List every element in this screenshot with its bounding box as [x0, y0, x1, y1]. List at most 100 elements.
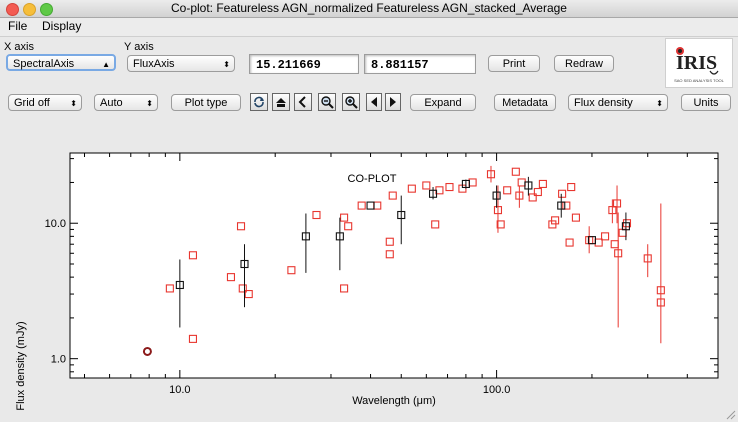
pan-right-button[interactable]: [385, 93, 401, 111]
iris-logo: IRIS SAO SED ANALYSIS TOOL: [665, 38, 733, 88]
data-point: [357, 201, 366, 210]
pan-right-icon: [390, 97, 396, 107]
coplot-chart[interactable]: 10.0 100.0 1.0 10.0 CO-PLOT Wavelength (μm)…: [0, 140, 738, 422]
menu-bar: File Display: [0, 18, 738, 37]
data-point: [407, 184, 416, 193]
plot-title: CO-PLOT: [348, 173, 397, 185]
data-point: [431, 220, 440, 229]
data-point: [461, 179, 470, 188]
data-point: [587, 236, 597, 245]
refresh-icon: [254, 96, 264, 108]
data-point: [240, 259, 249, 269]
x-axis-select[interactable]: SpectralAxis ▲: [6, 54, 116, 71]
x-tick-label: 100.0: [483, 384, 511, 396]
data-point: [188, 334, 198, 343]
data-point: [528, 193, 537, 202]
data-point: [236, 222, 246, 231]
units-button[interactable]: Units: [681, 94, 731, 111]
data-point: [612, 199, 622, 208]
data-point: [496, 220, 505, 229]
data-point: [621, 222, 630, 231]
metadata-button[interactable]: Metadata: [494, 94, 556, 111]
select-arrows-icon: ⬍: [223, 60, 230, 69]
pan-left-icon: [371, 97, 377, 107]
menu-display[interactable]: Display: [42, 19, 82, 33]
resize-grip-icon[interactable]: [726, 410, 736, 420]
data-point: [533, 187, 542, 197]
data-point: [428, 189, 438, 198]
data-point: [226, 273, 236, 282]
data-point: [244, 290, 253, 299]
data-point: [301, 232, 310, 241]
data-point: [562, 201, 571, 210]
data-point: [188, 251, 198, 260]
scale-select[interactable]: Auto ⬍: [94, 94, 158, 111]
flux-density-select-value: Flux density: [574, 97, 633, 109]
data-point: [656, 298, 665, 307]
grid-select-value: Grid off: [14, 97, 50, 109]
data-point: [385, 250, 394, 259]
zoom-window-button[interactable]: [40, 3, 53, 16]
home-icon: [276, 98, 286, 107]
y-axis-select[interactable]: FluxAxis ⬍: [127, 55, 235, 72]
data-point: [445, 182, 454, 192]
y-tick-label: 10.0: [45, 218, 66, 230]
grid-select[interactable]: Grid off ⬍: [8, 94, 82, 111]
data-point: [567, 182, 576, 192]
data-point: [385, 237, 394, 246]
scale-select-value: Auto: [100, 97, 123, 109]
menu-file[interactable]: File: [8, 19, 28, 33]
data-point: [515, 191, 524, 200]
window-titlebar: Co-plot: Featureless AGN_normalized Feat…: [0, 0, 738, 18]
zoom-out-button[interactable]: [318, 93, 336, 111]
x-coordinate-field[interactable]: 15.211669: [249, 54, 359, 74]
data-point: [397, 210, 406, 220]
flux-density-select[interactable]: Flux density ⬍: [568, 94, 668, 111]
home-button[interactable]: [272, 93, 290, 111]
y-axis-label: Y axis: [124, 41, 154, 53]
x-axis-select-value: SpectralAxis: [13, 58, 75, 70]
refresh-button[interactable]: [250, 93, 268, 111]
redraw-button[interactable]: Redraw: [554, 55, 614, 72]
logo-subtitle: SAO SED ANALYSIS TOOL: [674, 78, 725, 83]
back-button[interactable]: [294, 93, 312, 111]
close-window-button[interactable]: [6, 3, 19, 16]
data-point: [571, 213, 580, 222]
data-point: [340, 213, 349, 222]
pan-left-button[interactable]: [366, 93, 382, 111]
y-tick-label: 1.0: [51, 354, 66, 366]
plot-type-button[interactable]: Plot type: [171, 94, 241, 111]
data-point: [340, 284, 349, 293]
zoom-in-icon: [345, 96, 358, 109]
data-point: [503, 186, 512, 195]
data-points: [142, 165, 665, 356]
data-point: [601, 232, 610, 241]
plot-frame: [69, 152, 719, 379]
minimize-window-button[interactable]: [23, 3, 36, 16]
select-arrows-icon: ⬍: [70, 99, 77, 108]
back-icon: [298, 96, 306, 108]
data-point: [492, 191, 501, 200]
data-point: [524, 181, 533, 190]
data-point: [486, 170, 496, 179]
data-point: [388, 191, 397, 200]
data-point: [558, 189, 567, 198]
data-point: [312, 210, 321, 220]
data-point: [335, 232, 344, 241]
data-point: [557, 201, 566, 210]
data-point: [493, 206, 503, 215]
zoom-in-button[interactable]: [342, 93, 360, 111]
select-arrows-icon: ⬍: [146, 99, 153, 108]
data-point: [165, 284, 174, 293]
y-coordinate-field[interactable]: 8.881157: [364, 54, 476, 74]
print-button[interactable]: Print: [488, 55, 540, 72]
data-point: [175, 280, 184, 290]
data-point: [538, 179, 547, 188]
data-point: [366, 201, 375, 210]
data-point: [551, 216, 560, 225]
data-point: [422, 181, 431, 190]
axis-ticks: 10.0 100.0 1.0 10.0: [45, 153, 719, 396]
expand-button[interactable]: Expand: [410, 94, 476, 111]
y-axis-title: Flux density (mJy): [15, 321, 27, 410]
data-point: [287, 266, 296, 275]
